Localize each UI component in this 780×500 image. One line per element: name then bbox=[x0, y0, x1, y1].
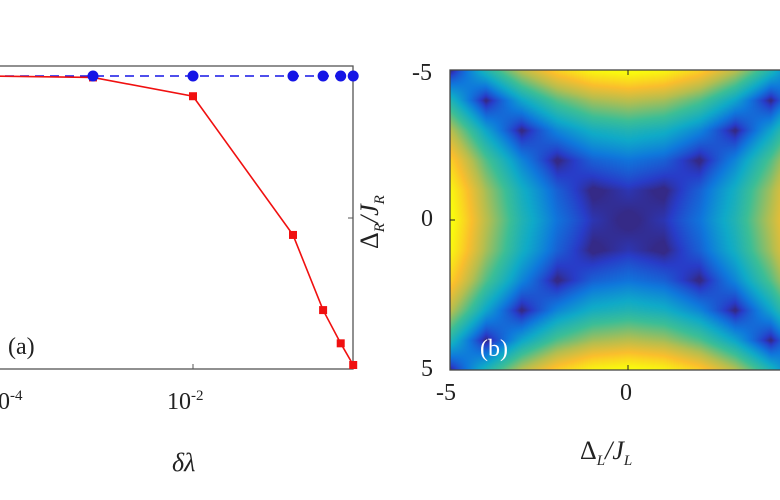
x-tick-label: 0 bbox=[620, 380, 632, 406]
data-point-blue-dashed bbox=[317, 70, 329, 82]
tick-exp: -4 bbox=[10, 388, 23, 404]
tick-base: 10 bbox=[0, 389, 10, 415]
data-point-red-solid bbox=[349, 361, 358, 369]
data-point-blue-dashed bbox=[335, 70, 347, 82]
x-axis-label-b: ΔL/JL bbox=[580, 436, 633, 470]
label-part: J bbox=[612, 436, 624, 465]
label-part: Δ bbox=[580, 436, 597, 465]
y-axis-label-b: ΔR/JR bbox=[354, 195, 389, 250]
label-part: Δ bbox=[354, 232, 384, 250]
data-point-red-solid bbox=[289, 230, 297, 239]
x-axis-label-a: δλ bbox=[172, 448, 196, 477]
x-tick-label: -5 bbox=[436, 380, 456, 406]
axes-box-b bbox=[449, 69, 780, 371]
data-point-red-solid bbox=[189, 92, 197, 101]
data-point-red-solid bbox=[336, 339, 345, 348]
label-part: R bbox=[372, 223, 389, 233]
tick-exp: -2 bbox=[191, 388, 204, 404]
data-point-blue-dashed bbox=[287, 70, 299, 82]
data-point-blue-dashed bbox=[87, 70, 99, 82]
data-point-blue-dashed bbox=[187, 70, 199, 82]
data-point-red-solid bbox=[319, 306, 328, 315]
y-tick-label: -5 bbox=[412, 60, 432, 86]
label-part: J bbox=[354, 204, 384, 216]
x-tick-label-1e-2: 10-2 bbox=[167, 388, 204, 416]
heatmap bbox=[450, 70, 780, 370]
y-tick-label: 0 bbox=[421, 206, 433, 232]
panel-b-label: (b) bbox=[480, 336, 508, 362]
panel-a-label: (a) bbox=[8, 334, 35, 360]
label-part: L bbox=[596, 453, 606, 470]
label-part: R bbox=[372, 195, 389, 205]
x-tick-label-1e-4: 10-4 bbox=[0, 388, 23, 416]
tick-base: 10 bbox=[167, 389, 191, 415]
y-tick-label: 5 bbox=[421, 356, 433, 382]
label-part: L bbox=[623, 453, 633, 470]
data-point-blue-dashed bbox=[347, 70, 359, 82]
